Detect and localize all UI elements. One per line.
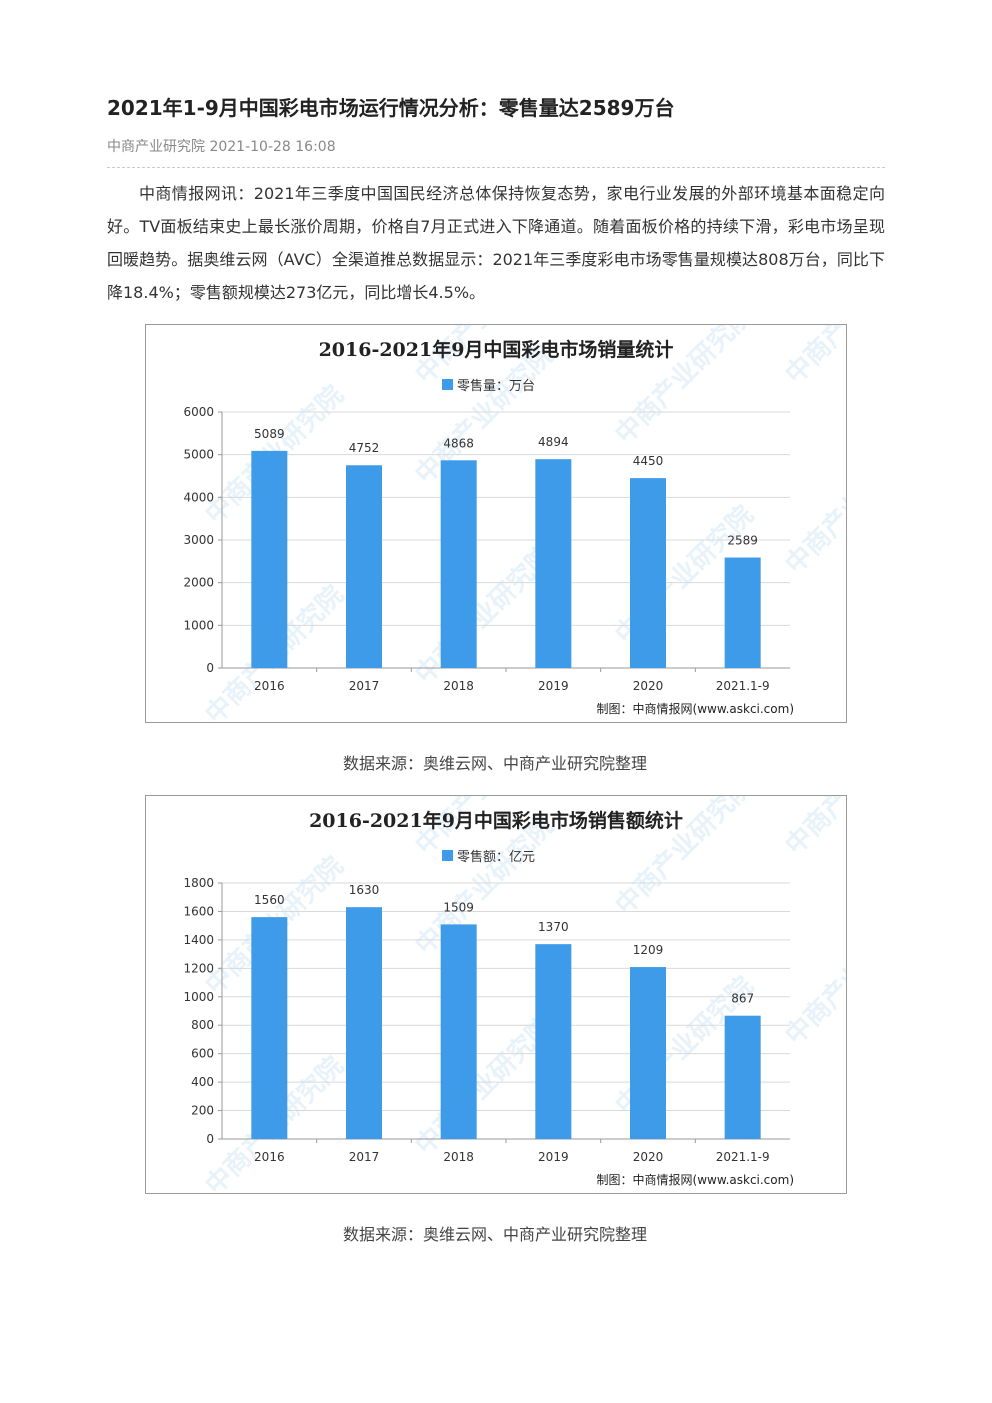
chart-sales-volume: 中商产业研究院中商产业研究院中商产业研究院中商产业研究院中商产业研究院中商产业研… [145,324,847,723]
y-tick-label: 1600 [183,904,214,918]
x-tick-label: 2020 [633,679,664,693]
data-label: 1209 [633,943,664,957]
data-label: 1630 [349,883,380,897]
legend-swatch [442,850,453,861]
article-source[interactable]: 中商产业研究院 [107,139,205,155]
bar-2021.1-9 [724,557,761,668]
data-label: 1509 [443,900,474,914]
x-tick-label: 2017 [349,1150,380,1164]
legend-swatch [442,379,453,390]
article-paragraph: 中商情报网讯：2021年三季度中国国民经济总体保持恢复态势，家电行业发展的外部环… [107,184,885,302]
x-tick-label: 2016 [254,1150,285,1164]
chart-svg: 中商产业研究院中商产业研究院中商产业研究院中商产业研究院中商产业研究院中商产业研… [183,796,846,1193]
x-tick-label: 2019 [538,1150,569,1164]
x-tick-label: 2021.1-9 [716,1150,770,1164]
x-tick-label: 2020 [633,1150,664,1164]
y-tick-label: 1000 [183,618,214,632]
y-tick-label: 1000 [183,990,214,1004]
y-tick-label: 1400 [183,933,214,947]
y-tick-label: 1800 [183,876,214,890]
bar-2019 [535,459,572,668]
chart-caption-revenue: 数据来源：奥维云网、中商产业研究院整理 [342,1225,647,1244]
chart-sales-revenue: 中商产业研究院中商产业研究院中商产业研究院中商产业研究院中商产业研究院中商产业研… [145,795,847,1194]
data-label: 867 [731,992,754,1006]
data-label: 2589 [727,534,758,548]
y-tick-label: 0 [206,661,214,675]
chart-svg: 中商产业研究院中商产业研究院中商产业研究院中商产业研究院中商产业研究院中商产业研… [183,325,846,722]
x-tick-label: 2019 [538,679,569,693]
bar-2017 [346,907,382,1139]
x-tick-label: 2018 [443,679,474,693]
y-tick-label: 4000 [183,490,214,504]
bar-2016 [251,917,288,1139]
bar-2017 [346,465,382,668]
data-label: 1370 [538,920,569,934]
y-tick-label: 0 [206,1132,214,1146]
data-label: 4894 [538,435,569,449]
x-tick-label: 2021.1-9 [716,679,770,693]
watermark-text: 中商产业研究院 [779,796,846,861]
bar-2019 [535,944,572,1139]
y-tick-label: 600 [191,1047,214,1061]
data-label: 1560 [254,893,285,907]
bar-2020 [630,967,666,1139]
y-tick-label: 800 [191,1018,214,1032]
watermark-text: 中商产业研究院 [779,325,846,390]
y-tick-label: 200 [191,1104,214,1118]
y-tick-label: 400 [191,1075,214,1089]
chart-title: 2016-2021年9月中国彩电市场销售额统计 [309,809,683,832]
watermark-text: 中商产业研究院 [779,429,846,580]
x-tick-label: 2016 [254,679,285,693]
y-tick-label: 2000 [183,576,214,590]
y-tick-label: 3000 [183,533,214,547]
legend-label: 零售量：万台 [457,378,535,394]
y-tick-label: 1200 [183,961,214,975]
y-tick-label: 5000 [183,448,214,462]
article-meta: 中商产业研究院 2021-10-28 16:08 [107,136,336,156]
bar-2018 [440,460,477,668]
title-divider [107,167,885,168]
chart-caption-volume: 数据来源：奥维云网、中商产业研究院整理 [342,754,647,773]
data-label: 4752 [349,441,380,455]
chart-credit[interactable]: 制图：中商情报网(www.askci.com) [597,1172,794,1187]
data-label: 4450 [633,454,664,468]
chart-credit[interactable]: 制图：中商情报网(www.askci.com) [597,701,794,716]
article-datetime: 2021-10-28 16:08 [209,139,336,155]
x-tick-label: 2018 [443,1150,474,1164]
x-tick-label: 2017 [349,679,380,693]
y-tick-label: 6000 [183,405,214,419]
bar-2016 [251,450,288,668]
article-title: 2021年1-9月中国彩电市场运行情况分析：零售量达2589万台 [107,96,675,120]
data-label: 4868 [443,436,474,450]
bar-2020 [630,478,666,668]
data-label: 5089 [254,427,285,441]
legend-label: 零售额：亿元 [457,849,535,865]
chart-title: 2016-2021年9月中国彩电市场销量统计 [319,338,674,361]
watermark-text: 中商产业研究院 [779,900,846,1051]
bar-2021.1-9 [724,1015,761,1139]
bar-2018 [440,924,477,1139]
